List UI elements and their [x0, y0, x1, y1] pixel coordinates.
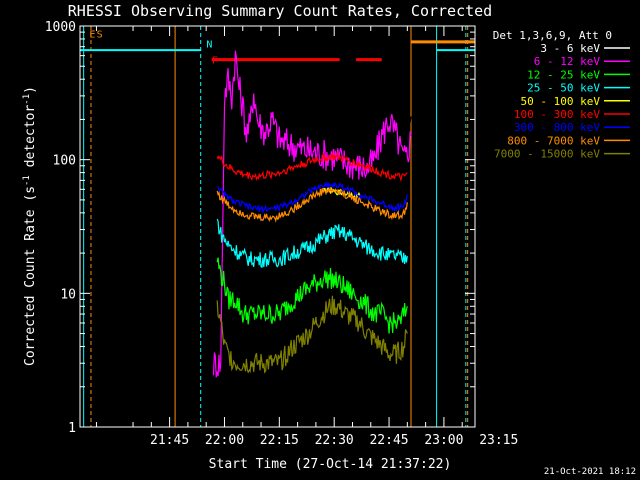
x-tick-label: 23:00 [424, 433, 463, 448]
y-axis-label: Corrected Count Rate (s-1 detector-1) [22, 86, 38, 366]
y-tick-label: 100 [53, 154, 76, 169]
series-7 [216, 187, 408, 223]
chart-title: RHESSI Observing Summary Count Rates, Co… [68, 2, 492, 20]
flag-label-e: E [89, 29, 95, 40]
y-tick-label: 10 [60, 287, 76, 302]
flag-label-n: N [206, 39, 212, 50]
series-line [216, 295, 408, 374]
series-line [216, 151, 408, 183]
x-tick-label: 22:00 [205, 433, 244, 448]
plot-layer: E S NF [80, 26, 475, 427]
flag-label-s: S [97, 29, 103, 40]
series-line [216, 218, 408, 268]
series-6 [216, 180, 408, 215]
legend-entry-label: 300 - 800 keV [514, 121, 600, 134]
legend-entry-label: 50 - 100 keV [521, 95, 601, 108]
legend-entry-label: 25 - 50 keV [527, 82, 600, 95]
legend-entry-label: 800 - 7000 keV [507, 134, 600, 147]
legend-entry-label: 6 - 12 keV [534, 55, 601, 68]
legend-title: Det 1,3,6,9, Att 0 [493, 29, 612, 42]
legend-entry-label: 3 - 6 keV [540, 42, 600, 55]
series-line [216, 187, 408, 223]
flag-label-f: F [212, 56, 218, 67]
series-1 [212, 50, 412, 378]
series-line [216, 180, 408, 215]
legend-entry-label: 7000 - 15000 keV [494, 148, 600, 161]
x-tick-label: 22:30 [315, 433, 354, 448]
legend-entry-label: 12 - 25 keV [527, 68, 600, 81]
y-tick-label: 1 [68, 421, 76, 436]
plot-border [79, 25, 476, 428]
series-5 [216, 151, 408, 183]
axes: 1 10 100 1000 21:45 22:00 22:15 22:30 22:45 23:00… [45, 20, 519, 448]
footer-timestamp: 21-Oct-2021 18:12 [544, 467, 636, 477]
series-2 [216, 257, 408, 334]
legend-entry-label: 100 - 300 keV [514, 108, 600, 121]
x-axis-label: Start Time (27-Oct-14 21:37:22) [209, 457, 452, 472]
series-8 [216, 295, 408, 374]
x-tick-label: 21:45 [150, 433, 189, 448]
x-tick-label: 23:15 [479, 433, 518, 448]
series-line [212, 50, 412, 378]
series-3 [216, 218, 408, 268]
x-tick-label: 22:45 [369, 433, 408, 448]
plot-frame [79, 25, 476, 428]
x-tick-label: 22:15 [260, 433, 299, 448]
series-line [216, 257, 408, 334]
y-tick-label: 1000 [45, 20, 76, 35]
